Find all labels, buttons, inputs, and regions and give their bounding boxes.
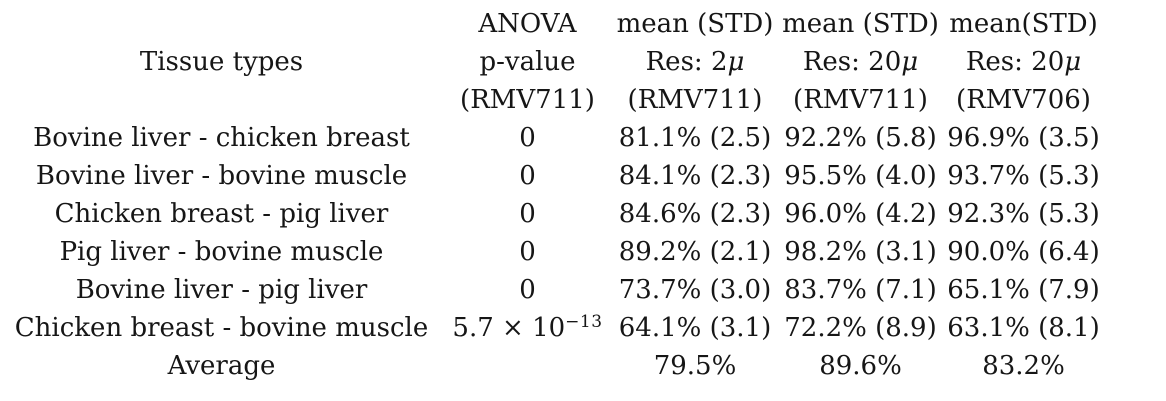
mean-std-cell: 63.1% (8.1) [947,313,1100,343]
mean-std-cell: 89.6% [819,351,902,381]
mu-symbol: μ [901,47,919,77]
header-label-mean-std: mean(STD) [949,9,1098,39]
header-label-mean-std: mean (STD) [616,9,774,39]
header-label-rmv711: (RMV711) [460,85,595,115]
header-label-pvalue: p-value [479,47,576,77]
p-value-cell [443,347,612,385]
table-row: Chicken breast - bovine muscle 5.7 × 10−1… [0,309,1104,347]
mean-std-cell: 96.0% (4.2) [784,199,937,229]
col-header-anova-pvalue: ANOVA p-value (RMV711) [443,5,612,119]
p-value-base: 0 [519,275,536,305]
table-row: Bovine liver - pig liver 0 73.7% (3.0) 83.7… [0,271,1104,309]
mean-std-cell: 64.1% (3.1) [618,313,772,343]
p-value-base: 5.7 × 10 [452,313,566,343]
p-value-exponent: −13 [565,312,603,332]
col-header-mean-res2-rmv711: mean (STD) Res: 2μ (RMV711) [612,5,778,119]
mean-std-cell: 83.2% [982,351,1065,381]
col-header-tissue-types: Tissue types [0,5,443,119]
p-value-cell: 0 [443,195,612,233]
header-label-rmv711: (RMV711) [793,85,928,115]
header-label-mean-std: mean (STD) [782,9,939,39]
header-spacer [0,5,443,43]
table-body: Bovine liver - chicken breast 0 81.1% (2.5… [0,119,1104,385]
mean-std-cell: 98.2% (3.1) [784,237,937,267]
tissue-type-cell: Bovine liver - bovine muscle [35,161,408,191]
mu-symbol: μ [1064,47,1082,77]
tissue-type-cell: Chicken breast - pig liver [54,199,389,229]
header-label-rmv706: (RMV706) [956,85,1091,115]
table-row: Bovine liver - chicken breast 0 81.1% (2.5… [0,119,1104,157]
mean-std-cell: 92.2% (5.8) [784,123,937,153]
header-label-anova: ANOVA [478,9,577,39]
header-label-rmv711: (RMV711) [627,85,763,115]
tissue-classification-results-table: Tissue types ANOVA p-value (RMV711) mean… [0,5,1104,385]
mean-std-cell: 84.6% (2.3) [618,199,772,229]
mean-std-cell: 89.2% (2.1) [618,237,772,267]
p-value-cell: 5.7 × 10−13 [443,309,612,347]
table-row: Average 79.5% 89.6% 83.2% [0,347,1104,385]
mean-std-cell: 79.5% [653,351,737,381]
header-row: Tissue types ANOVA p-value (RMV711) mean… [0,5,1104,119]
p-value-base: 0 [519,161,536,191]
mean-std-cell: 83.7% (7.1) [784,275,937,305]
p-value-base: 0 [519,199,536,229]
tissue-type-cell: Average [167,351,276,381]
header-spacer [0,81,443,119]
p-value-cell: 0 [443,119,612,157]
col-header-mean-res20-rmv706: mean(STD) Res: 20μ (RMV706) [943,5,1104,119]
mean-std-cell: 90.0% (6.4) [947,237,1100,267]
mu-symbol: μ [727,47,745,77]
table-row: Bovine liver - bovine muscle 0 84.1% (2.3)… [0,157,1104,195]
resolution-text: Res: 2 [645,47,728,77]
table-row: Chicken breast - pig liver 0 84.6% (2.3) 96… [0,195,1104,233]
mean-std-cell: 73.7% (3.0) [618,275,772,305]
header-label-resolution: Res: 2μ [612,43,778,81]
tissue-type-cell: Bovine liver - chicken breast [33,123,410,153]
table-row: Pig liver - bovine muscle 0 89.2% (2.1) 98.… [0,233,1104,271]
resolution-text: Res: 20 [802,47,902,77]
mean-std-cell: 95.5% (4.0) [784,161,937,191]
p-value-cell: 0 [443,271,612,309]
tissue-type-cell: Pig liver - bovine muscle [59,237,384,267]
header-label-resolution: Res: 20μ [943,43,1104,81]
mean-std-cell: 92.3% (5.3) [947,199,1100,229]
p-value-cell: 0 [443,233,612,271]
mean-std-cell: 96.9% (3.5) [947,123,1100,153]
mean-std-cell: 93.7% (5.3) [947,161,1100,191]
mean-std-cell: 81.1% (2.5) [618,123,772,153]
p-value-base: 0 [519,123,536,153]
header-label-resolution: Res: 20μ [778,43,943,81]
p-value-base: 0 [519,237,536,267]
mean-std-cell: 84.1% (2.3) [618,161,772,191]
header-label-tissue-types: Tissue types [139,47,304,77]
p-value-cell: 0 [443,157,612,195]
mean-std-cell: 72.2% (8.9) [784,313,937,343]
tissue-type-cell: Bovine liver - pig liver [75,275,368,305]
tissue-type-cell: Chicken breast - bovine muscle [14,313,429,343]
mean-std-cell: 65.1% (7.9) [947,275,1100,305]
col-header-mean-res20-rmv711: mean (STD) Res: 20μ (RMV711) [778,5,943,119]
resolution-text: Res: 20 [965,47,1065,77]
table-header: Tissue types ANOVA p-value (RMV711) mean… [0,5,1104,119]
